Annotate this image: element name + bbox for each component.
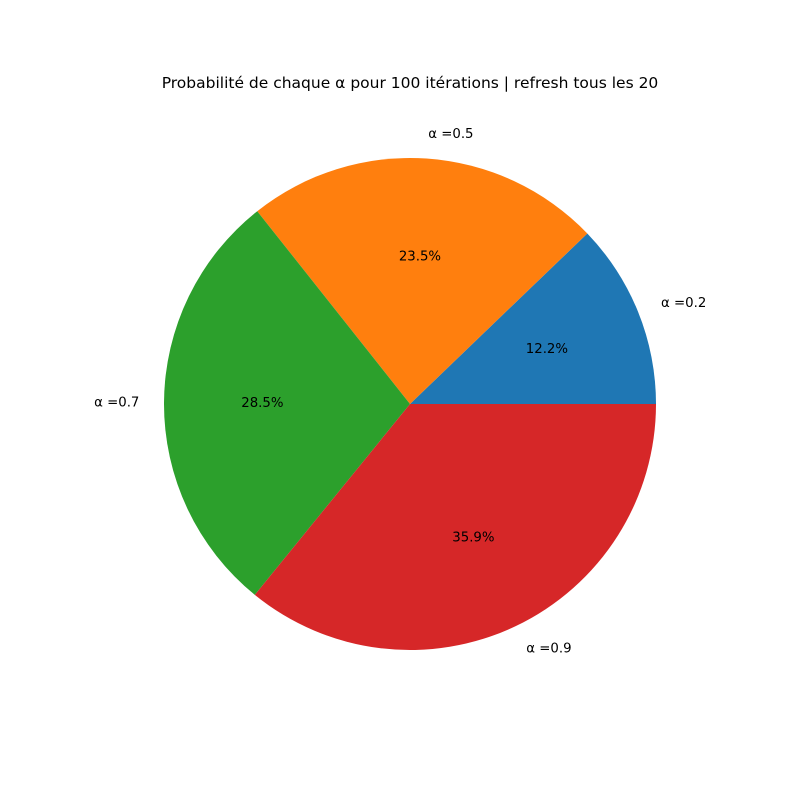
percent-label: 28.5% (241, 396, 283, 411)
pie-slices (164, 157, 656, 650)
percent-label: 12.2% (526, 342, 568, 357)
pie-slice (410, 233, 656, 404)
chart-title: Probabilité de chaque α pour 100 itérati… (162, 74, 659, 92)
percent-label: 23.5% (399, 250, 441, 265)
slice-label: α =0.2 (661, 296, 706, 311)
slice-label: α =0.5 (428, 127, 473, 142)
pie-slice (254, 404, 656, 650)
pie-labels: α =0.2 12.2% α =0.5 23.5% α =0.7 28.5% α =0.9 3… (94, 127, 706, 656)
percent-label: 35.9% (452, 530, 494, 545)
slice-label: α =0.7 (94, 395, 139, 410)
pie-slice (257, 157, 588, 404)
pie-slice (164, 211, 410, 595)
slice-label: α =0.9 (526, 641, 571, 656)
